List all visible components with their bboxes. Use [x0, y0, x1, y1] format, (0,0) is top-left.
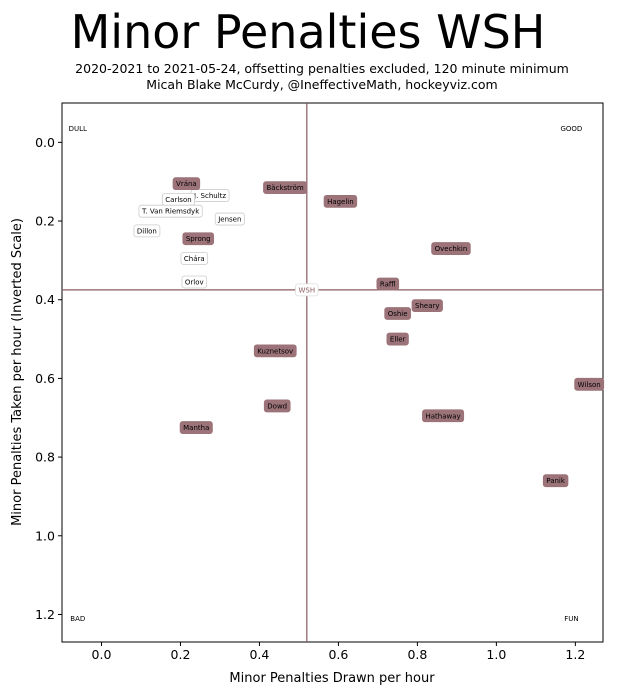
point-label-text: Orlov: [185, 279, 204, 287]
x-tick-label: 0.4: [249, 647, 269, 662]
quadrant-label-bad: BAD: [70, 615, 85, 623]
point-label-text: Hagelin: [327, 198, 354, 206]
y-axis-label: Minor Penalties Taken per hour (Inverted…: [10, 218, 25, 526]
x-tick-label: 1.0: [486, 647, 506, 662]
point-label-text: Eller: [390, 336, 406, 344]
point-label-box: [295, 283, 319, 297]
x-tick-label: 0.2: [171, 647, 191, 662]
point-label-text: Dowd: [267, 402, 287, 410]
y-tick-label: 0.8: [35, 450, 55, 465]
point-label-text: Wilson: [578, 381, 601, 389]
point-sheary: Sheary: [411, 299, 443, 313]
point-label-text: J. Schultz: [193, 192, 226, 200]
point-kuznetsov: Kuznetsov: [253, 344, 297, 358]
point-label-text: Carlson: [165, 196, 191, 204]
point-dillon: Dillon: [133, 224, 161, 238]
point-label-box: [431, 242, 471, 255]
y-tick-label: 1.0: [35, 528, 55, 543]
chart-title: Minor Penalties WSH: [71, 5, 546, 59]
point-label-text: Jensen: [217, 216, 241, 224]
point-jensen: Jensen: [214, 212, 245, 226]
point-label-box: [323, 194, 358, 208]
point-label-box: [214, 212, 245, 226]
point-label-box: [179, 421, 213, 434]
point-label-box: [574, 377, 605, 391]
point-label-box: [180, 252, 209, 265]
chart-subtitle-line-2: Micah Blake McCurdy, @IneffectiveMath, h…: [146, 77, 497, 92]
point-hathaway: Hathaway: [422, 409, 465, 423]
point-hagelin: Hagelin: [323, 194, 358, 208]
x-tick-label: 1.2: [565, 647, 585, 662]
point-label-box: [386, 332, 409, 346]
plot-area: [61, 102, 604, 643]
reference-lines: WSH: [62, 103, 603, 642]
y-tick-label: 0.6: [35, 371, 55, 386]
point-label-text: Kuznetsov: [257, 347, 293, 355]
point-label-text: Ovechkin: [435, 245, 468, 253]
point-label-box: [138, 204, 203, 218]
point-label-text: WSH: [299, 286, 316, 294]
point-label-box: [253, 344, 297, 358]
point-label-text: Hathaway: [425, 412, 460, 420]
point-panik: Panik: [542, 474, 569, 488]
x-tick-label: 0.6: [328, 647, 348, 662]
point-vr-na: Vrána: [172, 177, 201, 191]
point-label-text: Panik: [546, 477, 566, 485]
point-label-text: Sprong: [186, 235, 211, 243]
point-label-text: T. Van Riemsdyk: [141, 208, 200, 216]
y-tick-label: 0.2: [35, 214, 55, 229]
point-label-box: [384, 307, 411, 320]
quadrant-labels: DULL GOOD BAD FUN: [69, 125, 583, 623]
point-label-text: Oshie: [388, 310, 408, 318]
point-label-box: [376, 277, 400, 291]
point-t-van-riemsdyk: T. Van Riemsdyk: [138, 204, 203, 218]
point-orlov: Orlov: [181, 275, 208, 289]
point-label-text: Vrána: [176, 180, 197, 188]
point-label-text: Raffl: [380, 280, 396, 288]
point-j-schultz: J. Schultz: [190, 189, 230, 202]
y-tick-label: 0.4: [35, 292, 55, 307]
point-label-box: [422, 409, 465, 423]
x-tick-label: 0.0: [92, 647, 112, 662]
point-label-text: Bäckström: [267, 184, 304, 192]
point-label-text: Chára: [184, 255, 205, 263]
point-label-text: Mantha: [183, 424, 209, 432]
point-label-box: [172, 177, 201, 191]
quadrant-label-good: GOOD: [560, 125, 582, 133]
point-ovechkin: Ovechkin: [431, 242, 471, 255]
team-reference-label: WSH: [295, 283, 319, 297]
axis-ticks: 0.0 0.2 0.4 0.6 0.8 1.0 1.2 0.0 0.2 0.4 0.6 0.8 1.0 1…: [35, 135, 585, 662]
x-tick-label: 0.8: [407, 647, 427, 662]
point-label-box: [411, 299, 443, 313]
point-label-box: [133, 224, 161, 238]
point-wilson: Wilson: [574, 377, 605, 391]
y-tick-label: 0.0: [35, 135, 55, 150]
quadrant-label-dull: DULL: [69, 125, 87, 133]
x-axis-label: Minor Penalties Drawn per hour: [229, 671, 435, 686]
quadrant-label-fun: FUN: [564, 615, 578, 623]
point-oshie: Oshie: [384, 307, 411, 320]
point-label-box: [181, 275, 208, 289]
point-carlson: Carlson: [161, 192, 196, 206]
point-sprong: Sprong: [182, 232, 215, 246]
point-mantha: Mantha: [179, 421, 213, 434]
point-label-box: [542, 474, 569, 488]
y-tick-label: 1.2: [35, 607, 55, 622]
point-b-ckstr-m: Bäckström: [263, 181, 308, 194]
point-ch-ra: Chára: [180, 252, 209, 265]
point-label-box: [182, 232, 215, 246]
point-label-text: Dillon: [137, 227, 157, 235]
point-eller: Eller: [386, 332, 409, 346]
point-label-box: [263, 399, 291, 413]
point-label-text: Sheary: [415, 302, 440, 310]
point-dowd: Dowd: [263, 399, 291, 413]
point-raffl: Raffl: [376, 277, 400, 291]
chart-subtitle-line-1: 2020-2021 to 2021-05-24, offsetting pena…: [75, 61, 569, 76]
point-label-box: [263, 181, 308, 194]
